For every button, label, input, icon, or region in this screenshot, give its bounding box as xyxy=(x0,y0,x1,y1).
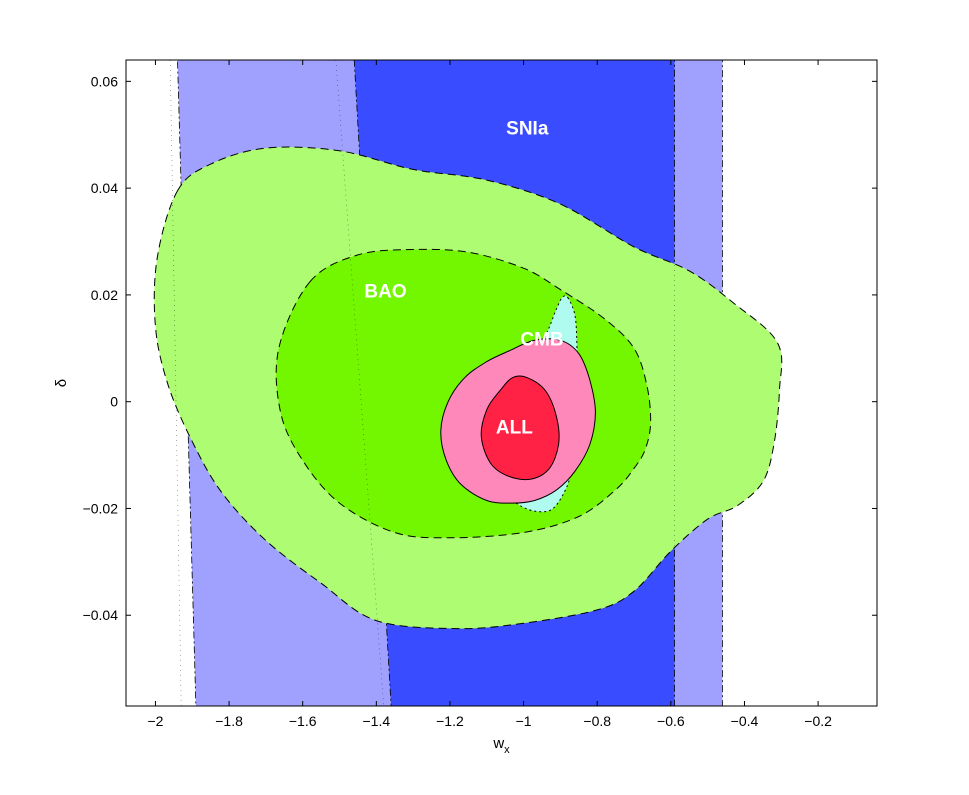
cmb-region-label: CMB xyxy=(520,329,563,350)
x-tick-label: −1.6 xyxy=(289,713,317,729)
all-region-label: ALL xyxy=(496,417,533,438)
x-axis-label: wx xyxy=(492,735,510,756)
snia-region-label: SNIa xyxy=(506,118,549,139)
y-tick-label: 0.06 xyxy=(91,73,118,89)
plot-frame xyxy=(125,59,878,707)
y-tick-label: 0 xyxy=(110,394,118,410)
x-tick-label: −0.4 xyxy=(731,713,759,729)
all-contour-1sigma xyxy=(480,375,560,481)
x-tick-label: −2 xyxy=(147,713,163,729)
y-tick-label: −0.04 xyxy=(83,607,119,623)
x-tick-label: −0.8 xyxy=(583,713,611,729)
x-axis-label-subscript: x xyxy=(504,744,510,756)
x-tick-label: −1.8 xyxy=(215,713,243,729)
x-tick-label: −0.2 xyxy=(804,713,832,729)
x-tick-label: −1.4 xyxy=(363,713,391,729)
y-axis-ticks: 0.06 0.04 0.02 0 −0.02 −0.04 xyxy=(83,73,877,623)
y-tick-label: 0.04 xyxy=(91,180,118,196)
y-tick-label: −0.02 xyxy=(83,500,119,516)
region-labels: SNIa BAO CMB ALL xyxy=(364,118,563,438)
plot-area-regions xyxy=(153,60,783,706)
y-axis-label: δ xyxy=(53,379,70,387)
y-tick-label: 0.02 xyxy=(91,287,118,303)
x-axis-label-main: w xyxy=(492,735,504,752)
x-tick-label: −1.2 xyxy=(436,713,464,729)
x-tick-label: −0.6 xyxy=(657,713,685,729)
bao-region-label: BAO xyxy=(364,281,406,302)
x-axis-ticks: −2 −1.8 −1.6 −1.4 −1.2 −1 −0.8 −0.6 −0.4 −0.2 xyxy=(147,60,832,729)
x-tick-label: −1 xyxy=(516,713,532,729)
